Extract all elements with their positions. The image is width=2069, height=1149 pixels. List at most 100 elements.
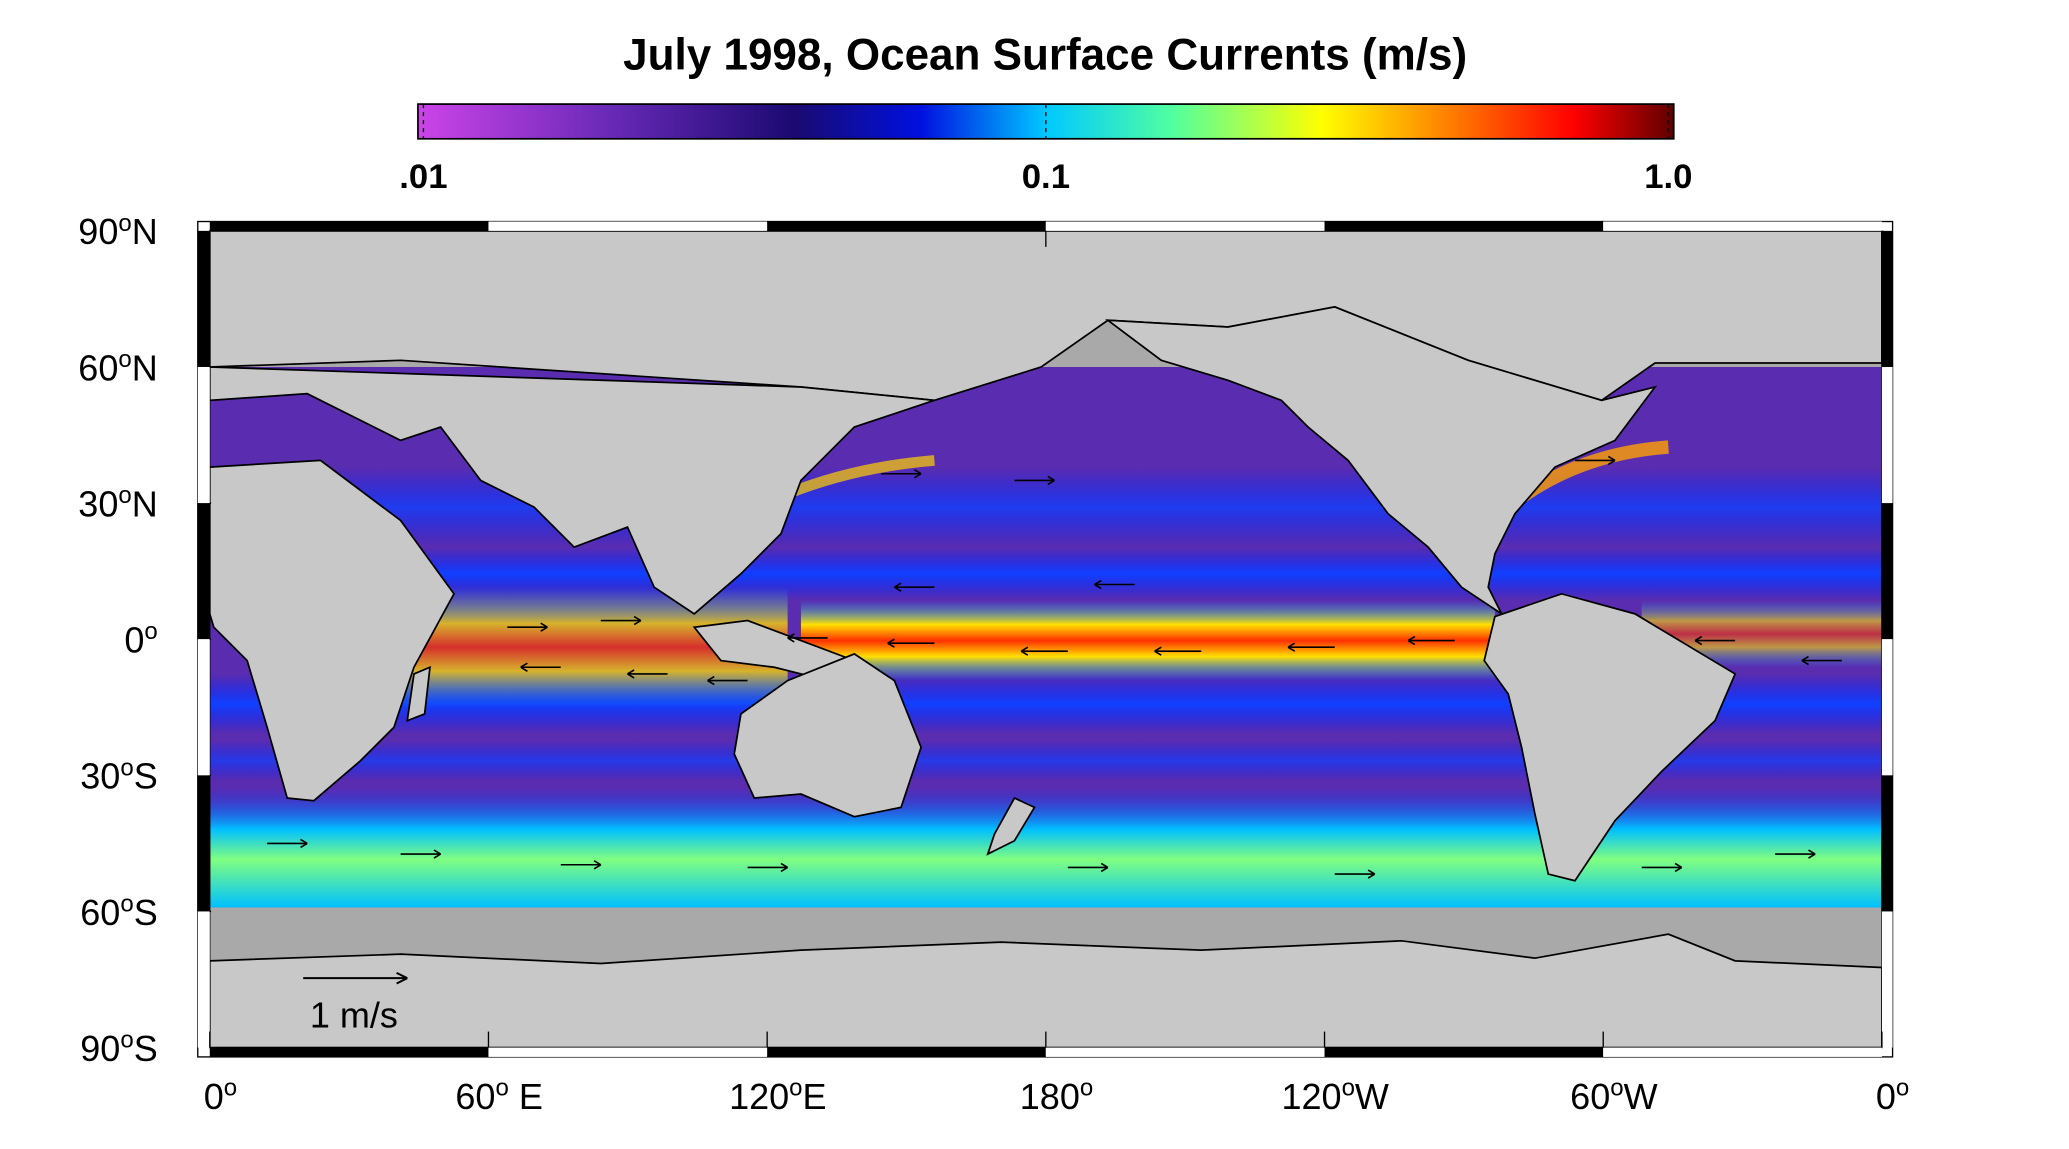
frame-segment	[209, 221, 489, 231]
tick-degree: 60	[1570, 1076, 1610, 1117]
tick-degree: 0	[204, 1076, 224, 1117]
equatorial-band	[800, 600, 1495, 681]
frame-segment	[197, 503, 210, 640]
tick-label: 0o	[204, 1075, 237, 1117]
tick-degree: 60	[78, 347, 118, 388]
tick-degree-symbol: o	[1342, 1075, 1355, 1102]
tick-degree: 0	[1876, 1076, 1896, 1117]
frame-segment	[197, 775, 210, 912]
tick-hemisphere: N	[132, 347, 158, 388]
frame-segment	[197, 639, 210, 776]
tick-label: 30oN	[78, 482, 157, 524]
frame-segment	[488, 221, 768, 231]
tick-label: 90oS	[80, 1027, 157, 1069]
frame-segment	[1603, 1047, 1882, 1057]
tick-hemisphere: W	[1355, 1076, 1389, 1117]
frame-segment	[209, 1047, 489, 1057]
scale-label: 1 m/s	[310, 995, 398, 1036]
tick-degree: 30	[78, 483, 118, 524]
frame-segment	[767, 1047, 1046, 1057]
afro-eurasia	[209, 366, 935, 802]
colorbar-tick-label: 0.1	[1022, 158, 1070, 196]
map-frame	[197, 220, 1894, 1058]
tick-degree: 120	[729, 1076, 789, 1117]
tick-degree-symbol: o	[118, 210, 131, 237]
frame-segment	[488, 1047, 768, 1057]
frame-segment	[197, 911, 210, 1048]
tick-degree-symbol: o	[118, 346, 131, 373]
tick-hemisphere: N	[132, 211, 158, 252]
southern-ocean-band	[209, 787, 1882, 908]
frame-segment	[197, 366, 210, 504]
tick-label: 0o	[124, 618, 157, 660]
tick-label: 60o E	[455, 1075, 542, 1117]
tick-degree-symbol: o	[118, 482, 131, 509]
tick-label: 60oW	[1570, 1075, 1657, 1117]
tick-degree: 60	[80, 892, 120, 933]
scale-arrow	[303, 971, 408, 985]
tick-degree-symbol: o	[789, 1075, 802, 1102]
tick-degree: 30	[80, 756, 120, 797]
tick-label: 180o	[1020, 1075, 1093, 1117]
frame-segment	[1881, 503, 1893, 640]
south-america	[1483, 592, 1737, 882]
frame-segment	[1881, 366, 1893, 504]
tick-degree: 60	[455, 1076, 495, 1117]
tick-hemisphere: W	[1624, 1076, 1658, 1117]
tick-label: 120oW	[1281, 1075, 1388, 1117]
map: 1 m/s	[209, 230, 1882, 1048]
frame-segment	[767, 221, 1046, 231]
colorbar-ticks: .01 0.1 1.0	[399, 104, 1692, 196]
frame-segment	[1603, 221, 1882, 231]
tick-label: 90oN	[78, 210, 157, 252]
tick-degree: 0	[124, 620, 144, 661]
colorbar-tick-label: 1.0	[1644, 158, 1692, 196]
north-america	[1105, 306, 1658, 617]
frame-segment	[1881, 911, 1893, 1048]
madagascar	[406, 665, 432, 722]
tick-label: 60oS	[80, 890, 157, 932]
tick-hemisphere: S	[134, 1028, 158, 1069]
tick-degree-symbol: o	[1610, 1075, 1623, 1102]
current-band	[209, 467, 1882, 548]
tick-label: 60oN	[78, 346, 157, 388]
tick-label: 0o	[1876, 1075, 1909, 1117]
velocity-arrows	[267, 455, 1842, 879]
australia	[733, 652, 922, 818]
tick-degree-symbol: o	[120, 890, 133, 917]
new-zealand	[986, 796, 1036, 856]
tick-degree-symbol: o	[1896, 1075, 1909, 1102]
tick-degree: 180	[1020, 1076, 1080, 1117]
tick-degree-symbol: o	[224, 1075, 237, 1102]
tick-degree-symbol: o	[1080, 1075, 1093, 1102]
tick-degree: 90	[80, 1028, 120, 1069]
tick-degree: 90	[78, 211, 118, 252]
tick-hemisphere: E	[803, 1076, 827, 1117]
tick-label: 120oE	[729, 1075, 826, 1117]
frame-segment	[1324, 1047, 1604, 1057]
title: July 1998, Ocean Surface Currents (m/s)	[623, 30, 1467, 79]
tick-hemisphere: S	[134, 756, 158, 797]
tick-hemisphere: N	[132, 483, 158, 524]
kuroshio	[785, 455, 935, 499]
frame-segment	[1045, 221, 1325, 231]
tick-degree-symbol: o	[144, 618, 157, 645]
tick-degree: 120	[1281, 1076, 1341, 1117]
frame-segment	[197, 230, 210, 367]
frame-segment	[1881, 775, 1893, 912]
frame-segment	[1881, 639, 1893, 776]
frame-segment	[1045, 1047, 1325, 1057]
tick-hemisphere: S	[134, 892, 158, 933]
colorbar-tick-label: .01	[399, 158, 447, 196]
tick-label: 30oS	[80, 754, 157, 796]
tick-degree-symbol: o	[120, 1027, 133, 1054]
frame-segment	[1881, 230, 1893, 367]
frame-segment	[1324, 221, 1604, 231]
tick-degree-symbol: o	[495, 1075, 508, 1102]
tick-hemisphere: E	[509, 1076, 543, 1117]
antarctica	[209, 933, 1882, 1048]
tick-degree-symbol: o	[120, 754, 133, 781]
